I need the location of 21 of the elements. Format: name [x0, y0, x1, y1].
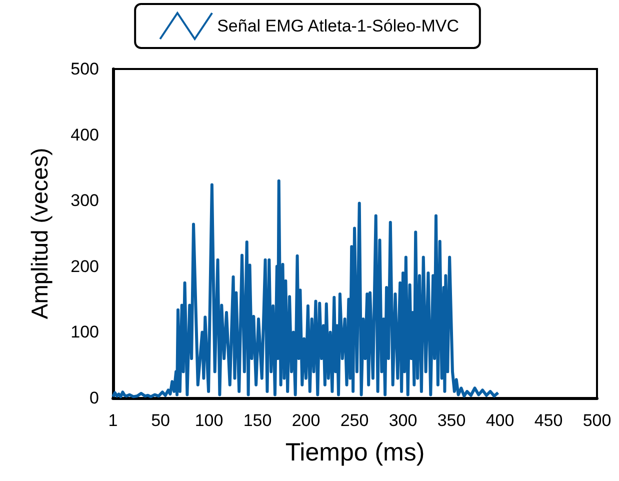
y-tick-label: 100: [70, 322, 99, 342]
y-axis-title: Amplitud (veces): [26, 148, 52, 320]
x-tick-label: 250: [340, 411, 369, 430]
y-tick-label: 500: [70, 60, 99, 78]
x-tick-label: 100: [194, 411, 224, 430]
x-tick-label: 1: [108, 411, 118, 430]
x-tick-label: 400: [486, 411, 514, 430]
x-tick-label: 200: [292, 411, 320, 430]
x-tick-label: 300: [388, 411, 418, 430]
x-tick-label: 350: [437, 411, 466, 430]
y-tick-label: 0: [90, 388, 99, 408]
x-tick-label: 150: [243, 411, 272, 430]
x-tick-label: 450: [534, 411, 563, 430]
line-series: [112, 179, 500, 398]
x-axis-title: Tiempo (ms): [285, 438, 425, 466]
x-tick-label: 50: [151, 411, 170, 430]
y-tick-label: 300: [70, 191, 99, 210]
y-tick-label: 400: [70, 125, 99, 144]
y-tick-label: 200: [70, 256, 99, 276]
legend-label: Señal EMG Atleta-1-Sóleo-MVC: [217, 16, 459, 36]
x-tick-label: 500: [582, 411, 612, 430]
